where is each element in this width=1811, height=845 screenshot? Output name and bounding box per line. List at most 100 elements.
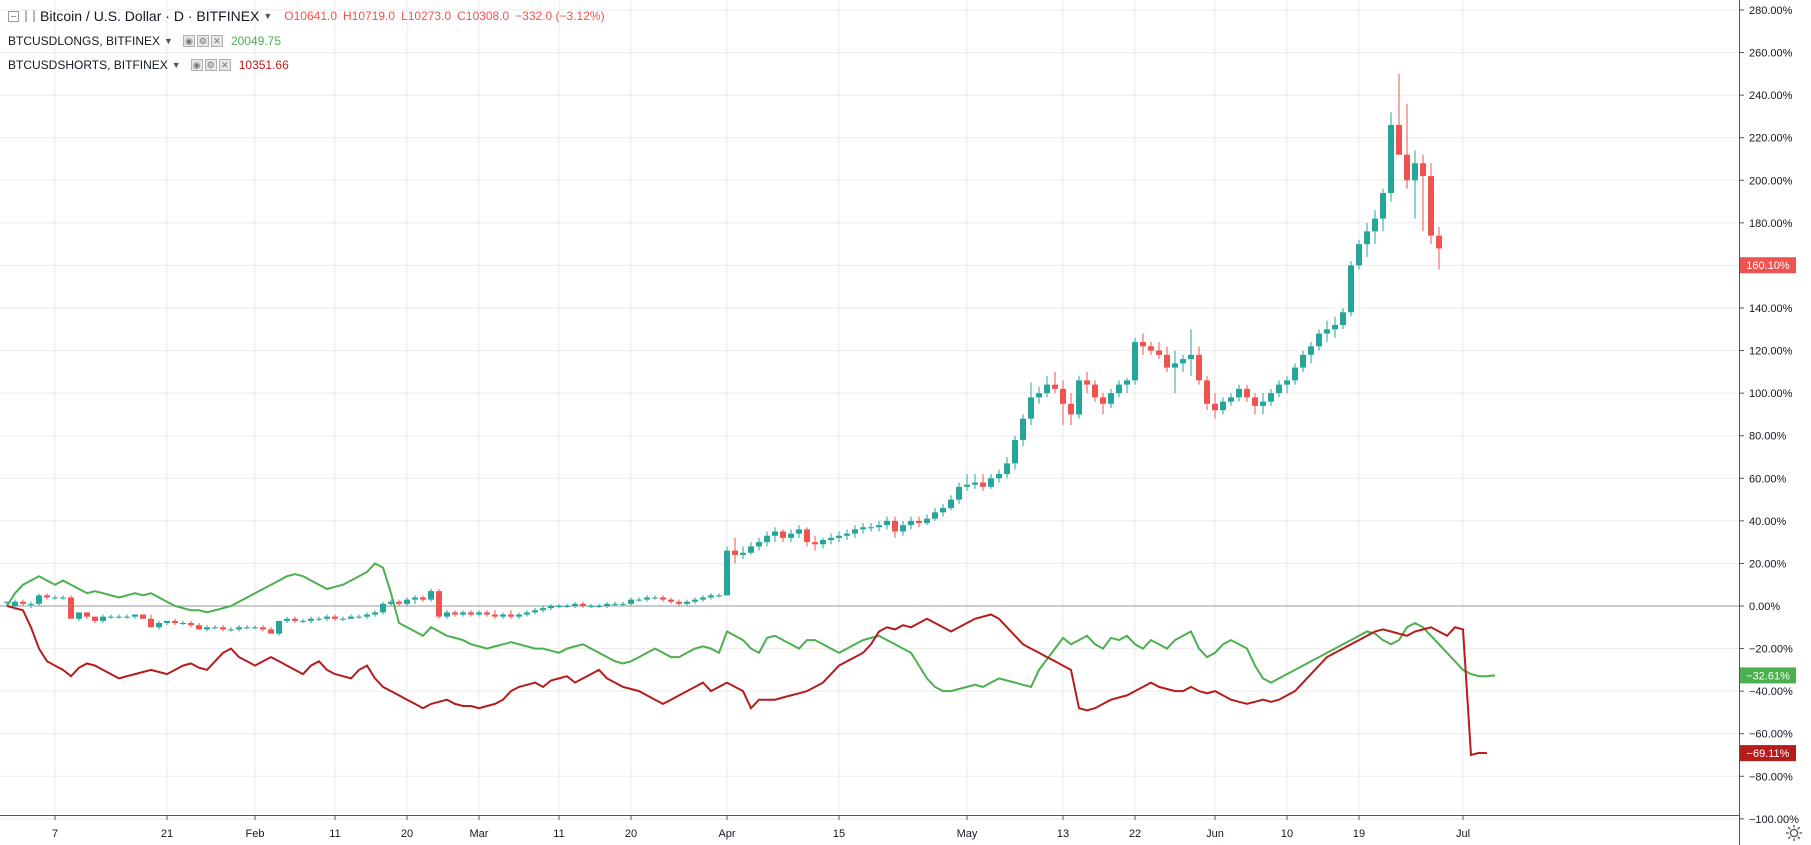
candle-body xyxy=(292,618,298,621)
time-axis[interactable]: 7 21 Feb 11 20 Mar 11 20 Apr 15 May 13 22 Jun 10 19 Jul xyxy=(0,815,1739,840)
candle-body xyxy=(780,531,786,538)
main-symbol-title[interactable]: Bitcoin / U.S. Dollar · D · BITFINEX xyxy=(40,8,260,24)
candle-body xyxy=(820,540,826,545)
candle-body xyxy=(476,612,482,615)
close-icon[interactable]: ✕ xyxy=(218,59,231,71)
candle-body xyxy=(724,550,730,596)
candle-body xyxy=(836,535,842,538)
ohlc-high: H10719.0 xyxy=(343,9,396,23)
y-tick-label: 200.00% xyxy=(1749,175,1793,187)
collapse-icon[interactable] xyxy=(8,10,19,22)
candle-body xyxy=(1436,235,1442,249)
candle-body xyxy=(644,597,650,600)
gear-icon[interactable] xyxy=(1785,824,1803,842)
candle-body xyxy=(756,542,762,547)
chevron-down-icon[interactable]: ▼ xyxy=(164,36,173,46)
candle-body xyxy=(1100,397,1106,404)
candle-body xyxy=(36,595,42,604)
y-tick-label: 280.00% xyxy=(1749,5,1793,17)
candle-body xyxy=(52,597,58,599)
longs-line xyxy=(6,562,1496,693)
candle-body xyxy=(1068,403,1074,415)
legend-shorts-row[interactable]: BTCUSDSHORTS, BITFINEX ▼ ◉ ⚙ ✕ 10351.66 xyxy=(8,56,289,74)
y-tick-label: 20.00% xyxy=(1749,558,1787,570)
legend-longs-row[interactable]: BTCUSDLONGS, BITFINEX ▼ ◉ ⚙ ✕ 20049.75 xyxy=(8,32,281,50)
candle-body xyxy=(468,612,474,615)
settings-icon[interactable]: ⚙ xyxy=(204,59,217,71)
candle-body xyxy=(708,595,714,598)
candle-body xyxy=(692,599,698,602)
close-icon[interactable]: ✕ xyxy=(210,35,223,47)
candle-body xyxy=(516,614,522,617)
candle-body xyxy=(196,625,202,630)
eye-icon[interactable]: ◉ xyxy=(182,35,195,47)
candle-body xyxy=(620,603,626,605)
legend-main-row[interactable]: Bitcoin / U.S. Dollar · D · BITFINEX ▼ O… xyxy=(8,7,605,25)
candle-body xyxy=(948,499,954,509)
candle-body xyxy=(380,603,386,613)
candle-body xyxy=(212,627,218,629)
candle-body xyxy=(1196,354,1202,381)
candle-body xyxy=(1364,231,1370,245)
candle-body xyxy=(1036,393,1042,398)
candle-body xyxy=(1164,354,1170,368)
ohlc-change: −332.0 (−3.12%) xyxy=(515,9,605,23)
chevron-down-icon[interactable]: ▼ xyxy=(263,11,273,21)
candle-body xyxy=(1268,393,1274,402)
candle-body xyxy=(108,616,114,618)
candle-body xyxy=(1404,154,1410,181)
candle-body xyxy=(356,616,362,618)
candle-body xyxy=(1244,388,1250,398)
candle-body xyxy=(540,608,546,611)
x-tick-label: 7 xyxy=(52,828,58,840)
candle-body xyxy=(748,546,754,553)
candle-body xyxy=(324,616,330,619)
candle-body xyxy=(1148,346,1154,351)
x-tick-label: Mar xyxy=(470,828,489,840)
candle-body xyxy=(1372,218,1378,232)
candle-body xyxy=(844,533,850,536)
candle-body xyxy=(652,597,658,599)
candle-body xyxy=(924,518,930,523)
candle-body xyxy=(300,620,306,622)
settings-icon[interactable]: ⚙ xyxy=(196,35,209,47)
candle-body xyxy=(996,474,1002,479)
eye-icon[interactable]: ◉ xyxy=(190,59,203,71)
shorts-title[interactable]: BTCUSDSHORTS, BITFINEX xyxy=(8,58,168,72)
longs-title[interactable]: BTCUSDLONGS, BITFINEX xyxy=(8,34,161,48)
candle-body xyxy=(1356,244,1362,266)
y-tick-label: −100.00% xyxy=(1749,814,1799,826)
candle-body xyxy=(908,520,914,526)
candle-body xyxy=(828,537,834,541)
candle-body xyxy=(316,618,322,620)
candle-body xyxy=(252,627,258,629)
candle-body xyxy=(860,527,866,530)
candle-body xyxy=(500,614,506,617)
candle-body xyxy=(1332,325,1338,330)
candle-body xyxy=(1380,193,1386,219)
candle-body xyxy=(372,612,378,615)
candle-body xyxy=(884,520,890,526)
candle-body xyxy=(204,627,210,630)
shorts-line xyxy=(6,605,1488,757)
x-tick-label: 19 xyxy=(1353,828,1365,840)
chevron-down-icon[interactable]: ▼ xyxy=(171,60,181,70)
candle-body xyxy=(932,512,938,519)
candle-body xyxy=(684,601,690,604)
candle-body xyxy=(1308,346,1314,355)
candle-body xyxy=(348,616,354,619)
longs-series xyxy=(6,562,1496,693)
candle-body xyxy=(1300,354,1306,368)
candle-body xyxy=(548,606,554,609)
candle-body xyxy=(1116,384,1122,394)
candle-body xyxy=(1028,397,1034,419)
candle-body xyxy=(84,612,90,617)
x-tick-label: 11 xyxy=(329,828,340,840)
candle-body xyxy=(340,618,346,620)
candle-body xyxy=(1420,163,1426,177)
price-axis[interactable]: 280.00% 260.00% 240.00% 220.00% 200.00% 180.0… xyxy=(1739,0,1799,845)
last-shorts-label-bg xyxy=(1740,745,1796,762)
candle-body xyxy=(180,623,186,625)
candle-body xyxy=(972,482,978,485)
